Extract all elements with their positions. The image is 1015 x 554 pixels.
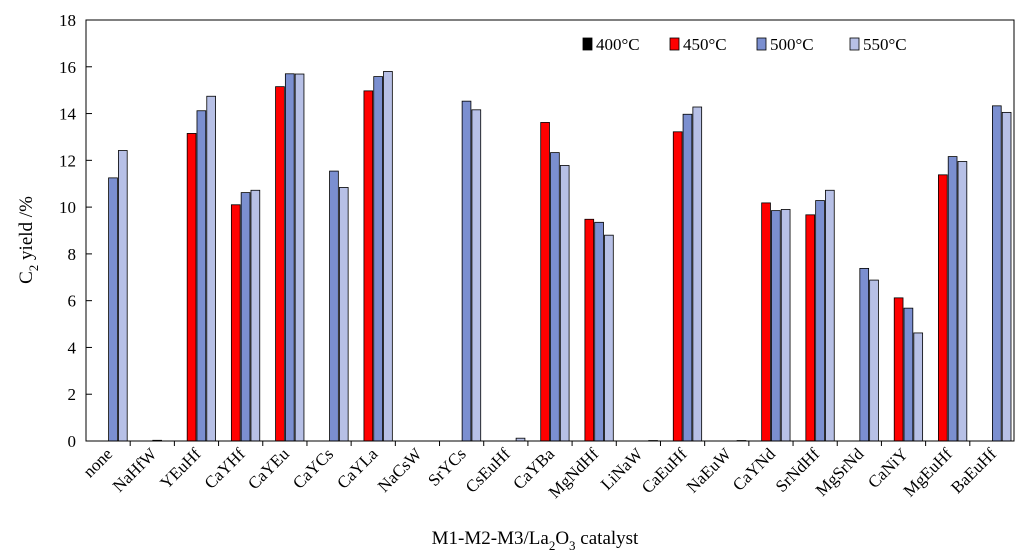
y-tick-label: 4 [68, 338, 77, 357]
bar-CaYCs-2 [329, 170, 339, 442]
y-tick-label: 16 [59, 58, 76, 77]
bar-CaYBa-2 [550, 152, 560, 442]
bar-SrYCs-3 [471, 109, 482, 442]
bar-none-3 [117, 150, 128, 442]
x-category-label: BaEuHf [947, 444, 1000, 497]
bar-SrNdHf-2 [815, 200, 825, 442]
bar-MgEuHf-3 [957, 161, 968, 442]
x-category-label: CaYNd [729, 444, 780, 495]
x-category-label: CaYLa [333, 444, 381, 492]
x-category-label: none [79, 444, 116, 481]
y-tick-label: 18 [59, 11, 76, 30]
bar-CaNiY-1 [893, 297, 904, 442]
x-category-label: CsEuHf [462, 444, 514, 496]
bar-MgNdHf-2 [594, 221, 604, 442]
bar-YEuHf-3 [206, 95, 216, 442]
bar-CaYHf-1 [230, 204, 241, 442]
legend-label-3: 550°C [863, 35, 907, 54]
bar-CaYCs-3 [338, 187, 349, 442]
bar-CaNiY-2 [903, 307, 914, 442]
bar-CaNiY-3 [913, 332, 924, 442]
y-tick-label: 14 [59, 105, 77, 124]
bar-CaYLa-1 [363, 90, 374, 442]
bar-CaEuHf-2 [682, 113, 693, 442]
y-tick-label: 2 [68, 385, 77, 404]
bar-CaYHf-3 [250, 189, 261, 442]
bar-MgSrNd-3 [869, 279, 879, 442]
y-axis-title: C2 yield /% [16, 196, 41, 284]
bar-CaYEu-2 [284, 73, 295, 442]
bar-CaYHf-2 [240, 192, 251, 442]
bar-CaYLa-2 [373, 76, 383, 442]
bar-MgNdHf-3 [604, 234, 614, 442]
x-category-label: NaCsW [374, 444, 426, 496]
bar-MgSrNd-2 [859, 267, 870, 442]
bar-CaYBa-3 [559, 165, 570, 442]
y-tick-label: 12 [59, 151, 76, 170]
legend: 400°C 450°C 500°C 550°C [582, 35, 907, 54]
bar-SrYCs-2 [461, 100, 472, 442]
legend-label-2: 500°C [770, 35, 814, 54]
legend-swatch-0 [582, 37, 593, 51]
bar-CaYNd-3 [780, 209, 791, 442]
bar-CaYNd-1 [761, 202, 771, 442]
plot-frame [85, 19, 1015, 442]
y-tick-label: 10 [59, 198, 76, 217]
bar-YEuHf-1 [186, 133, 197, 442]
legend-label-1: 450°C [683, 35, 727, 54]
bar-YEuHf-2 [196, 110, 207, 442]
bar-SrNdHf-3 [825, 189, 835, 442]
bar-SrNdHf-1 [805, 214, 816, 442]
legend-swatch-2 [756, 37, 767, 51]
bar-CaEuHf-1 [672, 131, 683, 442]
x-category-label: CaEuHf [638, 444, 691, 497]
bar-MgEuHf-2 [947, 156, 958, 442]
legend-label-0: 400°C [596, 35, 640, 54]
bar-CaYLa-3 [383, 71, 393, 442]
x-category-label: MgEuHf [900, 444, 956, 500]
bar-BaEuHf-3 [1001, 111, 1012, 442]
y-tick-label: 0 [68, 432, 77, 451]
bars-group [108, 71, 1012, 442]
y-tick-label: 8 [68, 245, 77, 264]
bar-CaYNd-2 [771, 210, 781, 442]
y-axis-ticks: 0 2 4 6 8 10 12 14 16 18 [59, 11, 92, 451]
x-category-label: NaHfW [109, 444, 161, 496]
bar-MgNdHf-1 [584, 218, 595, 442]
legend-swatch-3 [849, 37, 860, 51]
bar-CaEuHf-3 [692, 106, 703, 442]
bar-MgEuHf-1 [938, 174, 948, 442]
x-category-label: CaYHf [201, 444, 249, 492]
bar-BaEuHf-2 [992, 105, 1002, 442]
x-category-label: NaEuW [683, 444, 736, 497]
bar-none-2 [108, 177, 118, 442]
bar-CaYBa-1 [540, 122, 550, 442]
bar-CaYEu-1 [275, 86, 285, 442]
axes-group [85, 19, 1015, 442]
x-category-label: CaYCs [289, 444, 337, 492]
x-axis-title: M1-M2-M3/La2O3 catalyst [432, 528, 639, 553]
x-axis-category-labels: noneNaHfWYEuHfCaYHfCaYEuCaYCsCaYLaNaCsWS… [79, 441, 1000, 502]
x-category-label: YEuHf [156, 444, 204, 492]
x-category-label: CaYEu [244, 444, 293, 493]
x-category-label: MgSrNd [812, 444, 868, 500]
legend-swatch-1 [669, 37, 680, 51]
x-category-label: MgNdHf [545, 444, 603, 502]
y-tick-label: 6 [68, 292, 77, 311]
bar-CaYEu-3 [294, 73, 305, 442]
